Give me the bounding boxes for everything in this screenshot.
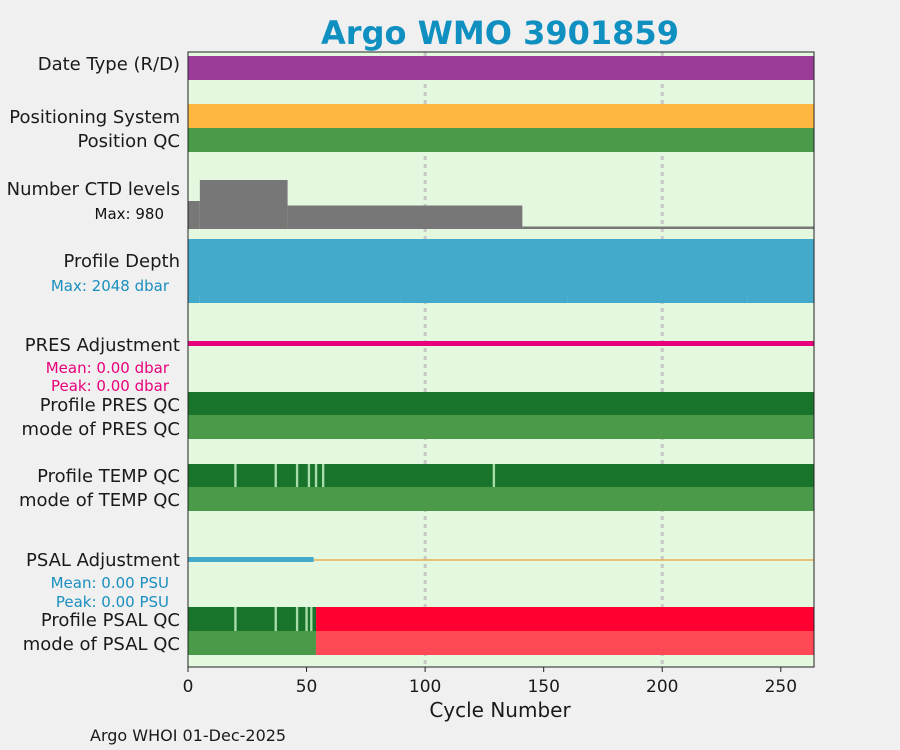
- psal-adjustment-segment: [188, 557, 314, 562]
- footer-credit: Argo WHOI 01-Dec-2025: [90, 726, 286, 745]
- profile-depth-fringe-2: [401, 295, 568, 303]
- label-psal-adjustment: PSAL Adjustment: [26, 550, 180, 571]
- temp-qc-flag-37: [274, 464, 277, 487]
- profile-psal-qc-bad: [316, 607, 814, 631]
- ctd-max-label: Max: 980: [95, 205, 164, 223]
- plot-background: [188, 52, 814, 667]
- mode-pres-qc-bar: [188, 415, 814, 439]
- ctd-levels-bar-0: [188, 201, 200, 229]
- pres-adjustment-line: [188, 341, 814, 346]
- temp-qc-flag-20: [234, 464, 237, 487]
- label-position-qc: Position QC: [77, 131, 180, 152]
- psal-qc-flag-50: [305, 607, 308, 631]
- pres-adj-peak-label: Peak: 0.00 dbar: [51, 377, 170, 395]
- psal-adj-peak-label: Peak: 0.00 PSU: [56, 593, 169, 611]
- label-pres-adjustment: PRES Adjustment: [25, 335, 180, 356]
- label-ctd-levels: Number CTD levels: [7, 179, 180, 200]
- positioning-system-bar: [188, 104, 814, 128]
- ctd-levels-bar-3: [522, 226, 814, 229]
- profile-depth-fringe-3: [567, 295, 748, 303]
- chart-title: Argo WMO 3901859: [321, 14, 679, 52]
- profile-depth-fringe-1: [199, 295, 402, 303]
- depth-max-label: Max: 2048 dbar: [51, 277, 170, 295]
- psal-qc-flag-37: [274, 607, 277, 631]
- psal-qc-flag-46: [295, 607, 299, 631]
- position-qc-bar: [188, 128, 814, 152]
- mode-psal-qc-good: [188, 631, 317, 655]
- x-tick-label-100: 100: [409, 677, 441, 697]
- ctd-levels-bar-1: [199, 180, 288, 229]
- psal-adj-mean-label: Mean: 0.00 PSU: [51, 574, 169, 592]
- x-tick-label-150: 150: [527, 677, 559, 697]
- x-tick-label-0: 0: [183, 677, 194, 697]
- temp-qc-flag-46: [295, 464, 299, 487]
- profile-temp-qc-bar: [188, 464, 814, 487]
- x-tick-label-50: 50: [296, 677, 318, 697]
- x-tick-label-250: 250: [765, 677, 797, 697]
- label-profile-temp-qc: Profile TEMP QC: [37, 466, 180, 487]
- row-labels: Date Type (R/D) Positioning System Posit…: [7, 54, 180, 655]
- label-profile-depth: Profile Depth: [63, 251, 180, 272]
- label-date-type: Date Type (R/D): [38, 54, 180, 75]
- plot-area: [187, 51, 815, 668]
- profile-depth-fringe-0: [188, 295, 200, 303]
- label-positioning-system: Positioning System: [9, 107, 180, 128]
- profile-depth-bar: [188, 239, 814, 295]
- stat-annotations: Max: 980 Max: 2048 dbar Mean: 0.00 dbar …: [46, 205, 170, 611]
- plot-frame: [187, 51, 815, 668]
- temp-qc-flag-57: [321, 464, 325, 487]
- profile-psal-qc-good: [188, 607, 317, 631]
- label-mode-pres-qc: mode of PRES QC: [22, 419, 180, 440]
- x-tick-label-200: 200: [646, 677, 678, 697]
- label-profile-pres-qc: Profile PRES QC: [40, 395, 180, 416]
- x-axis-label: Cycle Number: [429, 698, 571, 722]
- temp-qc-flag-51: [307, 464, 311, 487]
- profile-pres-qc-bar: [188, 392, 814, 415]
- temp-qc-flag-129: [492, 464, 496, 487]
- label-profile-psal-qc: Profile PSAL QC: [41, 610, 180, 631]
- label-mode-psal-qc: mode of PSAL QC: [23, 634, 180, 655]
- mode-psal-qc-bad: [316, 631, 814, 655]
- label-mode-temp-qc: mode of TEMP QC: [19, 490, 180, 511]
- pres-adj-mean-label: Mean: 0.00 dbar: [46, 359, 170, 377]
- date-type-bar: [188, 56, 814, 80]
- mode-temp-qc-bar: [188, 487, 814, 511]
- profile-depth-fringe-4: [747, 295, 814, 303]
- temp-qc-flag-54: [314, 464, 318, 487]
- ctd-levels-bar-2: [287, 205, 523, 229]
- psal-qc-flag-20: [234, 607, 237, 631]
- x-axis: 0 50 100 150 200 250: [183, 667, 797, 697]
- psal-qc-flag-52: [310, 607, 313, 631]
